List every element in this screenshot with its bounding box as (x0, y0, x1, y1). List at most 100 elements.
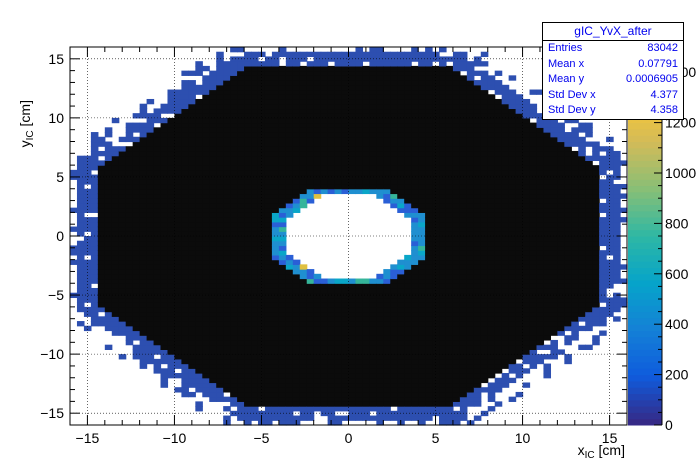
heatmap-cell (466, 245, 475, 251)
heatmap-cell (564, 141, 572, 147)
heatmap-cell (160, 184, 169, 190)
heatmap-cell (487, 207, 496, 213)
heatmap-cell (278, 254, 287, 261)
heatmap-cell (76, 287, 85, 294)
heatmap-cell (418, 127, 426, 133)
heatmap-cell (209, 396, 217, 402)
heatmap-cell (327, 103, 336, 110)
heatmap-cell (613, 165, 621, 171)
heatmap-cell (425, 311, 433, 317)
heatmap-cell (306, 70, 315, 76)
heatmap-cell (334, 391, 343, 398)
heatmap-cell (578, 226, 586, 232)
heatmap-cell (390, 198, 398, 204)
heatmap-cell (160, 202, 169, 209)
heatmap-cell (348, 349, 357, 355)
heatmap-cell (501, 212, 510, 218)
heatmap-cell (146, 179, 155, 185)
heatmap-cell (251, 306, 259, 313)
heatmap-cell (473, 325, 482, 332)
heatmap-cell (557, 198, 565, 204)
heatmap-cell (188, 306, 196, 313)
heatmap-cell (334, 325, 343, 332)
heatmap-cell (251, 391, 259, 398)
heatmap-cell (606, 273, 614, 280)
heatmap-cell (320, 306, 329, 313)
heatmap-cell (439, 207, 447, 213)
heatmap-cell (271, 358, 280, 365)
y-tick-label: 5 (56, 169, 64, 185)
heatmap-cell (411, 250, 419, 256)
heatmap-cell (139, 165, 148, 171)
heatmap-cell (411, 306, 419, 313)
heatmap-cell (306, 150, 315, 157)
heatmap-cell (578, 259, 586, 265)
heatmap-cell (445, 221, 454, 228)
heatmap-cell (397, 330, 405, 336)
heatmap-cell (139, 302, 148, 308)
heatmap-cell (83, 250, 92, 256)
heatmap-cell (160, 245, 169, 251)
heatmap-cell (320, 302, 329, 308)
heatmap-cell (432, 207, 440, 213)
heatmap-cell (411, 117, 419, 124)
heatmap-cell (543, 202, 552, 209)
heatmap-cell (487, 221, 496, 228)
heatmap-cell (160, 283, 169, 289)
heatmap-cell (334, 75, 343, 81)
heatmap-cell (244, 165, 252, 171)
heatmap-cell (237, 94, 245, 100)
heatmap-cell (237, 382, 245, 388)
heatmap-cell (529, 165, 538, 171)
heatmap-cell (445, 269, 454, 275)
heatmap-cell (299, 396, 308, 402)
heatmap-cell (473, 363, 482, 369)
heatmap-cell (188, 382, 196, 388)
colorbar-swatch (628, 362, 662, 369)
heatmap-cell (480, 212, 489, 218)
heatmap-cell (237, 335, 245, 341)
heatmap-cell (237, 84, 245, 91)
heatmap-cell (230, 302, 238, 308)
heatmap-cell (257, 358, 266, 365)
heatmap-cell (411, 382, 419, 388)
heatmap-cell (473, 198, 482, 204)
heatmap-cell (230, 311, 238, 317)
heatmap-cell (97, 287, 106, 294)
heatmap-cell (209, 217, 217, 223)
heatmap-cell (237, 165, 245, 171)
heatmap-cell (348, 368, 357, 374)
heatmap-cell (111, 287, 120, 294)
heatmap-cell (425, 250, 433, 256)
heatmap-cell (251, 302, 259, 308)
heatmap-cell (543, 373, 552, 379)
heatmap-cell (459, 80, 468, 86)
heatmap-cell (425, 193, 433, 199)
heatmap-cell (216, 306, 224, 313)
heatmap-cell (132, 273, 141, 280)
heatmap-cell (459, 344, 468, 350)
heatmap-cell (251, 292, 259, 299)
heatmap-cell (313, 330, 322, 336)
heatmap-cell (237, 98, 245, 105)
heatmap-cell (501, 94, 510, 100)
heatmap-cell (237, 217, 245, 223)
heatmap-cell (257, 226, 266, 232)
heatmap-cell (383, 401, 391, 407)
heatmap-cell (585, 344, 593, 350)
heatmap-cell (285, 401, 294, 407)
heatmap-cell (257, 80, 266, 86)
heatmap-cell (439, 278, 447, 284)
heatmap-cell (425, 89, 433, 95)
heatmap-cell (90, 316, 99, 322)
heatmap-cell (501, 179, 510, 185)
heatmap-cell (271, 188, 280, 195)
heatmap-cell (362, 127, 370, 133)
heatmap-cell (174, 339, 182, 346)
heatmap-cell (320, 70, 329, 76)
heatmap-cell (355, 184, 364, 190)
heatmap-cell (404, 169, 412, 176)
heatmap-cell (439, 240, 447, 247)
colorbar-swatch (628, 355, 662, 363)
heatmap-cell (355, 354, 364, 360)
